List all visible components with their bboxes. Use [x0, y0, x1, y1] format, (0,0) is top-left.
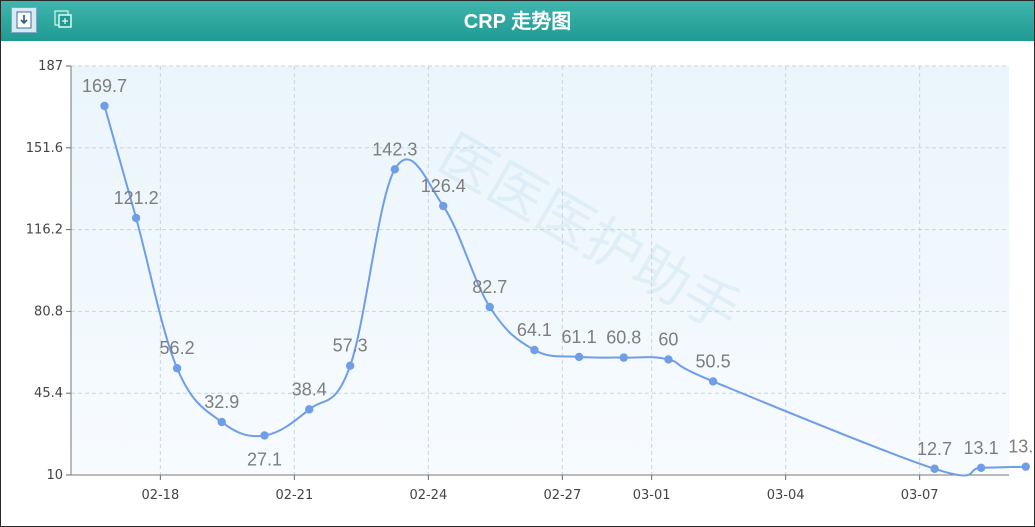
export-button[interactable]	[51, 7, 77, 33]
data-point[interactable]	[930, 464, 939, 473]
crp-series-line	[103, 105, 1026, 477]
data-point[interactable]	[345, 361, 355, 370]
data-point[interactable]	[217, 417, 226, 427]
data-label: 13.1	[964, 438, 999, 458]
download-icon	[16, 11, 32, 29]
data-point[interactable]	[530, 345, 539, 355]
data-points	[100, 101, 1030, 473]
x-tick-label: 03-07	[901, 488, 939, 503]
data-label: 50.5	[696, 351, 731, 371]
data-label: 60.8	[606, 328, 641, 348]
data-point[interactable]	[619, 353, 628, 362]
data-label: 142.3	[372, 139, 417, 159]
chart-area: 医医医护助手 10 45.4 80.8 116.2 151.6 187 02-18 02-2…	[1, 41, 1034, 526]
data-label: 61.1	[562, 327, 597, 347]
x-tick-label: 02-24	[409, 488, 447, 503]
data-label: 32.9	[204, 392, 239, 412]
x-tick-label: 02-21	[275, 488, 313, 503]
x-tick-label: 02-18	[141, 488, 179, 503]
data-label: 64.1	[517, 320, 552, 340]
chart-title: CRP 走势图	[463, 11, 572, 33]
data-point[interactable]	[172, 364, 182, 373]
data-point[interactable]	[485, 302, 494, 312]
plot-background	[71, 66, 1009, 475]
title-bar: CRP 走势图	[1, 1, 1034, 41]
data-point[interactable]	[574, 352, 584, 362]
data-point[interactable]	[390, 165, 400, 174]
x-tick-label: 02-27	[543, 488, 581, 503]
data-label: 121.2	[114, 188, 159, 208]
y-tick-labels: 10 45.4 80.8 116.2 151.6 187	[26, 59, 63, 483]
data-label: 60	[658, 329, 678, 349]
data-label: 126.4	[421, 176, 466, 196]
data-point[interactable]	[708, 377, 718, 386]
y-tick-label: 80.8	[34, 304, 63, 319]
axes	[66, 65, 1009, 480]
x-tick-labels: 02-18 02-21 02-24 02-27 03-01 03-04 03-07	[141, 488, 938, 503]
data-label: 56.2	[160, 338, 195, 358]
x-tick-label: 03-04	[767, 488, 805, 503]
download-button[interactable]	[11, 7, 37, 33]
data-point[interactable]	[305, 405, 314, 414]
data-label: 12.7	[917, 439, 952, 459]
data-label: 82.7	[472, 277, 507, 297]
y-tick-label: 151.6	[26, 141, 63, 156]
data-label: 57.3	[333, 336, 368, 356]
x-tick-label: 03-01	[633, 488, 671, 503]
data-labels: 169.7 121.2 56.2 32.9 27.1 38.4 57.3 142.3126.4…	[82, 76, 1034, 470]
data-label: 13.6	[1008, 437, 1034, 457]
grid-lines	[71, 65, 1009, 475]
data-point[interactable]	[100, 101, 109, 111]
y-tick-label: 116.2	[26, 223, 63, 238]
y-tick-label: 187	[38, 59, 63, 74]
y-tick-label: 45.4	[34, 386, 63, 401]
data-point[interactable]	[260, 431, 269, 440]
y-tick-label: 10	[46, 468, 63, 483]
data-point[interactable]	[976, 463, 986, 473]
data-point[interactable]	[1021, 462, 1030, 471]
data-point[interactable]	[131, 213, 141, 223]
data-label: 38.4	[292, 379, 327, 399]
data-point[interactable]	[439, 201, 448, 211]
export-icon	[54, 10, 72, 28]
data-label: 27.1	[247, 449, 282, 469]
data-label: 169.7	[82, 76, 127, 96]
data-point[interactable]	[664, 355, 673, 364]
